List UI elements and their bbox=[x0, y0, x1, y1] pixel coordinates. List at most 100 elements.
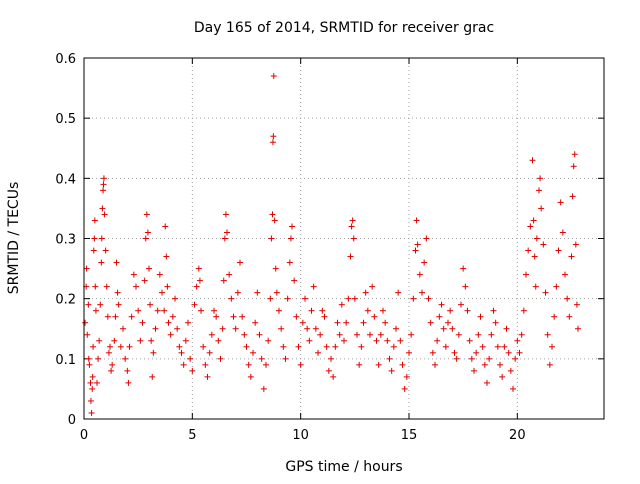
data-point bbox=[156, 271, 163, 278]
data-point bbox=[343, 319, 350, 326]
data-point bbox=[575, 325, 581, 332]
data-point bbox=[189, 367, 196, 374]
data-point bbox=[86, 361, 93, 368]
data-point bbox=[559, 229, 566, 236]
data-point bbox=[421, 259, 428, 266]
y-tick-label: 0.5 bbox=[55, 112, 76, 127]
data-point bbox=[245, 361, 252, 368]
data-point bbox=[287, 235, 294, 242]
data-point bbox=[423, 235, 430, 242]
data-point bbox=[114, 289, 121, 296]
data-point bbox=[182, 337, 189, 344]
data-point bbox=[427, 319, 434, 326]
data-point bbox=[98, 235, 105, 242]
data-point bbox=[146, 265, 152, 272]
data-point bbox=[169, 313, 176, 320]
data-point bbox=[217, 355, 224, 362]
x-tick-label: 15 bbox=[401, 428, 418, 443]
data-point bbox=[436, 313, 443, 320]
data-point bbox=[315, 349, 321, 356]
data-point bbox=[549, 343, 555, 350]
y-tick-label: 0.3 bbox=[55, 233, 76, 248]
data-point bbox=[204, 373, 211, 380]
data-point bbox=[269, 139, 276, 146]
data-point bbox=[174, 325, 181, 332]
data-point bbox=[341, 337, 347, 344]
data-point bbox=[142, 235, 149, 242]
data-point bbox=[260, 385, 267, 392]
data-point bbox=[471, 367, 477, 374]
data-point bbox=[429, 349, 436, 356]
data-point bbox=[537, 175, 544, 182]
data-point bbox=[85, 355, 92, 362]
data-point bbox=[268, 235, 275, 242]
data-point bbox=[414, 241, 421, 248]
grid-lines bbox=[84, 58, 604, 419]
data-point bbox=[505, 349, 512, 356]
data-point bbox=[120, 325, 126, 332]
data-point bbox=[148, 337, 155, 344]
data-point bbox=[141, 277, 148, 284]
y-tick-label: 0.4 bbox=[55, 172, 76, 187]
data-point bbox=[220, 277, 227, 284]
data-point bbox=[108, 367, 115, 374]
data-point bbox=[187, 355, 194, 362]
data-point bbox=[399, 361, 406, 368]
data-point bbox=[317, 331, 324, 338]
data-point bbox=[416, 271, 423, 278]
data-point bbox=[124, 367, 131, 374]
data-point bbox=[159, 289, 165, 296]
data-point bbox=[330, 373, 337, 380]
data-point bbox=[512, 355, 519, 362]
data-point bbox=[258, 355, 265, 362]
data-point bbox=[438, 301, 445, 308]
data-point bbox=[101, 211, 108, 218]
data-point bbox=[325, 367, 332, 374]
data-point bbox=[91, 217, 98, 224]
data-point bbox=[572, 241, 579, 248]
data-point bbox=[516, 349, 523, 356]
data-point bbox=[254, 289, 261, 296]
data-point bbox=[527, 223, 534, 230]
data-point bbox=[83, 265, 90, 272]
data-point bbox=[440, 325, 447, 332]
data-point bbox=[295, 343, 302, 350]
data-point bbox=[224, 229, 230, 236]
data-point bbox=[270, 133, 277, 140]
data-point bbox=[530, 217, 537, 224]
plot-frame bbox=[83, 57, 605, 420]
data-point bbox=[408, 331, 415, 338]
data-point bbox=[176, 343, 183, 350]
data-point bbox=[87, 397, 94, 404]
data-point bbox=[551, 313, 558, 320]
data-point bbox=[193, 283, 200, 290]
data-point bbox=[460, 265, 467, 272]
data-point bbox=[82, 319, 89, 326]
data-point bbox=[419, 289, 425, 296]
data-point bbox=[87, 379, 94, 386]
data-point bbox=[321, 313, 328, 320]
y-tick-label: 0 bbox=[68, 413, 76, 428]
data-point bbox=[503, 325, 510, 332]
data-point bbox=[334, 319, 341, 326]
data-point bbox=[103, 283, 110, 290]
data-point bbox=[167, 331, 174, 338]
data-point bbox=[568, 253, 575, 260]
axis-ticks: 0 5 10 15 20 0 0.1 0.2 0.3 0.4 0.5 0.6 bbox=[55, 52, 604, 443]
data-point bbox=[299, 319, 306, 326]
data-point bbox=[518, 331, 525, 338]
data-point bbox=[92, 307, 99, 314]
data-point bbox=[104, 313, 111, 320]
data-point bbox=[520, 307, 527, 314]
x-tick-label: 5 bbox=[188, 428, 196, 443]
chart-title: Day 165 of 2014, SRMTID for receiver gra… bbox=[194, 20, 494, 36]
data-point bbox=[380, 307, 386, 314]
data-points bbox=[82, 73, 581, 416]
y-tick-label: 0.2 bbox=[55, 293, 76, 308]
data-point bbox=[100, 181, 107, 188]
data-point bbox=[213, 313, 220, 320]
data-point bbox=[267, 295, 274, 302]
data-point bbox=[91, 235, 98, 242]
data-point bbox=[499, 373, 506, 380]
data-point bbox=[358, 343, 365, 350]
